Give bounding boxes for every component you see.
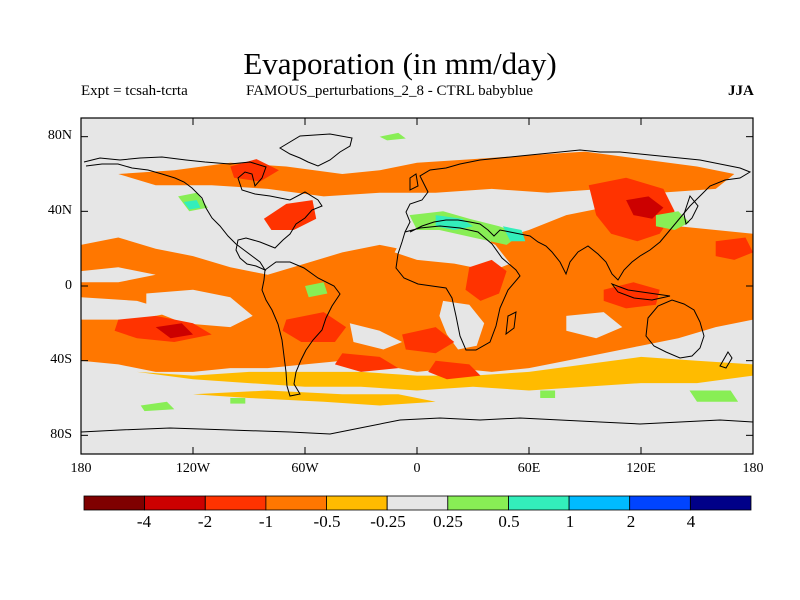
coastline-new-zealand: [719, 351, 733, 369]
anomaly-region: [305, 282, 328, 298]
y-tick-label: 40N: [47, 203, 72, 218]
anomaly-region: [334, 353, 399, 372]
anomaly-region: [465, 259, 507, 301]
x-tick-label: 180: [70, 461, 92, 476]
anomaly-region: [81, 356, 753, 391]
anomaly-region: [146, 289, 253, 328]
anomaly-region: [394, 230, 511, 272]
y-tick-label: 0: [65, 278, 72, 293]
colorbar-label: 0.5: [498, 512, 520, 531]
colorbar-swatch: [629, 495, 691, 511]
anomaly-region: [402, 327, 455, 354]
anomaly-region: [140, 401, 175, 412]
coastline-antarctica: [81, 417, 753, 435]
anomaly-region: [715, 237, 753, 260]
evaporation-field: [81, 132, 753, 412]
season-label: JJA: [728, 83, 754, 99]
colorbar-swatch: [508, 495, 570, 511]
anomaly-region: [379, 132, 406, 141]
anomaly-region: [230, 398, 246, 404]
coastline-japan: [683, 194, 699, 226]
experiment-label: Expt = tcsah-tcrta: [81, 83, 188, 99]
anomaly-region: [502, 226, 526, 242]
anomaly-region: [282, 312, 347, 342]
anomaly-region: [81, 267, 156, 283]
anomaly-region: [349, 323, 403, 350]
anomaly-region: [155, 323, 193, 339]
coastline-greenland: [279, 133, 353, 167]
coastline-australia: [645, 299, 705, 359]
colorbar-label: 2: [626, 512, 636, 531]
anomaly-region: [603, 282, 660, 309]
coastline-eurasia: [404, 149, 752, 281]
anomaly-region: [118, 151, 735, 197]
coastline-north-america: [83, 156, 323, 272]
colorbar-swatch: [204, 495, 267, 511]
map-title: Evaporation (in mm/day): [243, 46, 557, 81]
anomaly-region: [95, 211, 141, 234]
colorbar-swatch: [690, 495, 752, 511]
y-tick-label: 40S: [50, 352, 72, 367]
coastline-madagascar: [505, 311, 517, 336]
colorbar-swatch: [326, 495, 388, 511]
coastlines: [81, 133, 753, 435]
y-tick-label: 80S: [50, 427, 72, 442]
colorbar-swatch: [265, 495, 327, 511]
colorbar-label: -0.5: [313, 512, 341, 531]
anomaly-region: [230, 159, 279, 182]
colorbar-label: 1: [565, 512, 575, 531]
colorbar-label: 0.25: [433, 512, 463, 531]
anomaly-region: [689, 390, 739, 402]
anomaly-region: [193, 390, 436, 406]
coastline-indonesia: [610, 282, 671, 301]
colorbar-swatch: [568, 495, 631, 511]
x-tick-label: 120E: [626, 461, 656, 476]
colorbar-label: 4: [686, 512, 696, 531]
anomaly-region: [540, 390, 556, 398]
comparison-label: FAMOUS_perturbations_2_8 - CTRL babyblue: [246, 83, 534, 99]
colorbar-label: -4: [136, 512, 152, 531]
anomaly-region: [428, 360, 481, 380]
axis-ticks: [80, 118, 754, 454]
colorbar-swatch: [144, 495, 206, 511]
colorbar-swatch: [386, 495, 449, 511]
y-tick-label: 80N: [47, 128, 72, 143]
anomaly-region: [566, 312, 623, 339]
coastline-south-america: [261, 261, 341, 397]
colorbar: [83, 495, 752, 511]
coastline-africa: [395, 225, 521, 351]
anomaly-region: [439, 300, 485, 350]
x-tick-label: 60W: [291, 461, 319, 476]
colorbar-label: -1: [258, 512, 274, 531]
x-tick-label: 60E: [517, 461, 541, 476]
anomaly-region: [193, 196, 253, 230]
x-tick-label: 120W: [175, 461, 211, 476]
colorbar-label: -0.25: [370, 512, 406, 531]
colorbar-label: -2: [197, 512, 213, 531]
colorbar-swatch: [447, 495, 509, 511]
anomaly-region: [263, 200, 317, 230]
x-tick-label: 180: [742, 461, 764, 476]
coastline-uk: [409, 173, 419, 191]
x-tick-label: 0: [413, 461, 421, 476]
anomaly-region: [183, 200, 201, 210]
anomaly-region: [626, 196, 664, 219]
anomaly-region: [81, 297, 175, 320]
colorbar-swatch: [83, 495, 145, 511]
